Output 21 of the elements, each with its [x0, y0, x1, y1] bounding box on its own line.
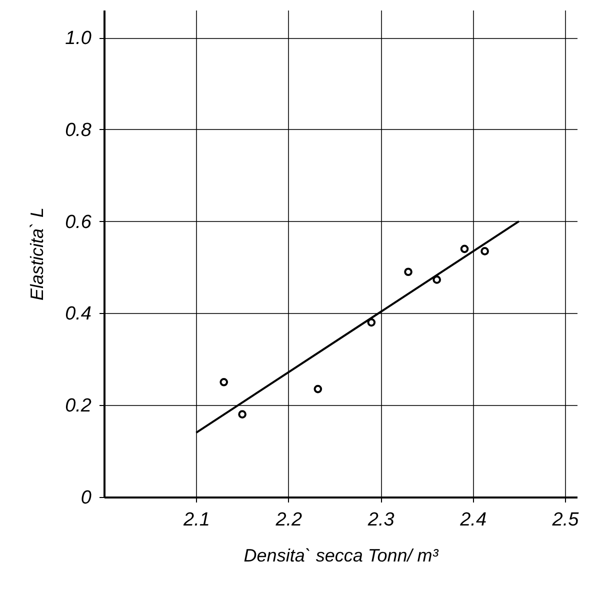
y-tick-label: 0.2 [65, 396, 92, 417]
y-tick-label: 0.6 [65, 212, 92, 233]
y-axis-title: Elasticita` L [27, 207, 48, 301]
point [480, 247, 489, 256]
point [238, 410, 246, 418]
x-tick-label: 2.4 [459, 510, 487, 530]
y-tick-label: 1.0 [65, 28, 92, 50]
y-tick-label: 0.8 [65, 120, 92, 141]
point [367, 318, 376, 327]
point [460, 244, 469, 254]
point [314, 384, 322, 394]
point [404, 268, 412, 276]
x-axis-title: Densita` secca Tonn/ m³ [244, 546, 440, 566]
x-tick-label: 2.5 [551, 510, 580, 530]
x-tick-label: 2.3 [366, 510, 395, 530]
point [432, 276, 442, 284]
x-tick-label: 2.2 [274, 510, 303, 530]
x-tick-label: 2.1 [182, 510, 210, 530]
point [220, 378, 228, 386]
y-tick-label: 0 [80, 488, 92, 508]
y-tick-label: 0.4 [65, 304, 92, 325]
